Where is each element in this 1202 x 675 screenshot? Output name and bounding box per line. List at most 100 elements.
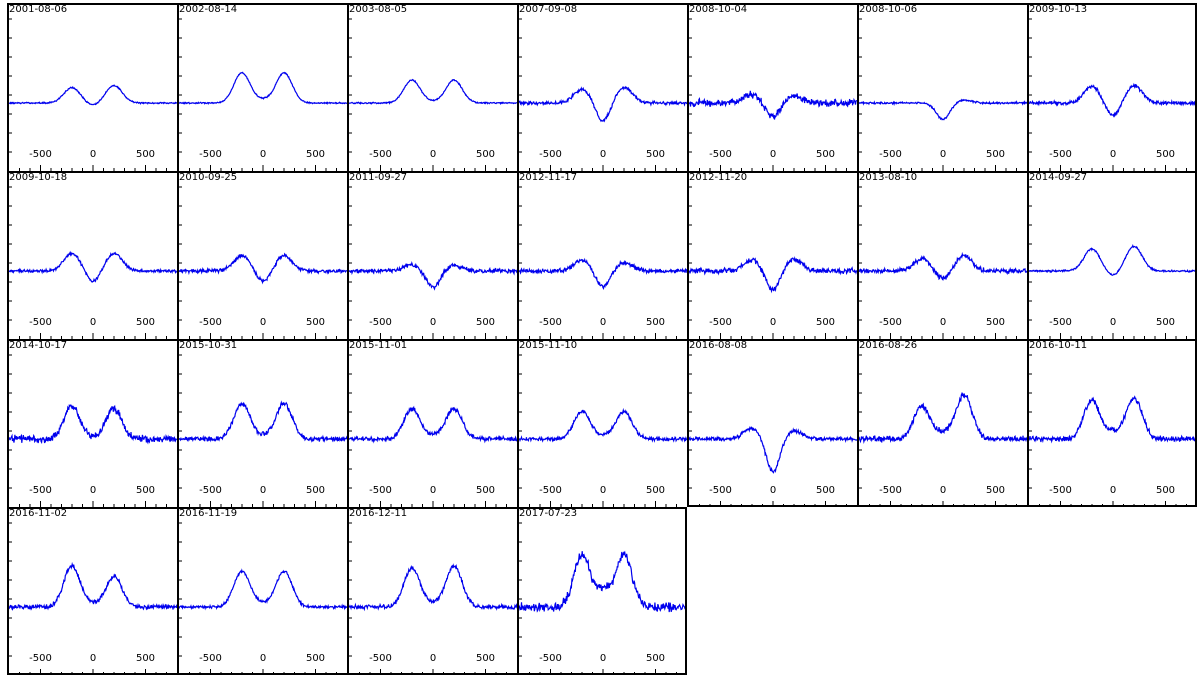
x-tick-label: -500 xyxy=(199,317,222,328)
x-tick-label: 500 xyxy=(306,653,325,664)
x-tick-label: 500 xyxy=(476,149,495,160)
x-tick-label: -500 xyxy=(539,149,562,160)
spectrum-plot: -500 0 500 xyxy=(179,18,347,171)
x-tick-label: 0 xyxy=(1110,485,1116,496)
x-tick-label: 500 xyxy=(986,317,1005,328)
panel-date-label: 2015-11-01 xyxy=(349,340,408,351)
x-tick-label: -500 xyxy=(1049,317,1072,328)
x-tick-label: 0 xyxy=(90,653,96,664)
panel-date-label: 2009-10-13 xyxy=(1029,4,1088,15)
spectrum-panel: -500 0 500 2013-08-10 xyxy=(857,171,1027,339)
x-tick-label: -500 xyxy=(709,485,732,496)
spectrum-line xyxy=(1029,82,1195,118)
x-tick-label: -500 xyxy=(879,485,902,496)
x-tick-label: 0 xyxy=(940,485,946,496)
x-tick-label: 500 xyxy=(1156,149,1175,160)
spectrum-plot: -500 0 500 xyxy=(349,18,517,171)
spectrum-plot: -500 0 500 xyxy=(519,186,687,339)
x-tick-label: 0 xyxy=(430,149,436,160)
spectrum-line xyxy=(1029,243,1195,276)
spectrum-panel: -500 0 500 2016-11-02 xyxy=(7,507,177,675)
spectrum-line xyxy=(519,85,687,123)
spectrum-plot: -500 0 500 xyxy=(1029,354,1195,505)
spectrum-line xyxy=(519,407,687,443)
spectrum-line xyxy=(9,250,177,283)
spectrum-line xyxy=(859,251,1027,281)
x-tick-label: 0 xyxy=(770,317,776,328)
panel-date-label: 2013-08-10 xyxy=(859,172,918,183)
x-tick-label: 0 xyxy=(260,149,266,160)
spectrum-panel: -500 0 500 2009-10-13 xyxy=(1027,3,1197,171)
panel-date-label: 2016-10-11 xyxy=(1029,340,1088,351)
x-tick-label: -500 xyxy=(199,149,222,160)
x-tick-label: -500 xyxy=(369,485,392,496)
panel-date-label: 2012-11-20 xyxy=(689,172,748,183)
x-tick-label: 0 xyxy=(260,317,266,328)
spectrum-panel: -500 0 500 2008-10-04 xyxy=(687,3,857,171)
x-tick-label: -500 xyxy=(199,485,222,496)
panel-date-label: 2009-10-18 xyxy=(9,172,68,183)
spectrum-plot: -500 0 500 xyxy=(1029,18,1195,171)
spectrum-line xyxy=(349,78,517,106)
spectrum-panel: -500 0 500 2015-11-01 xyxy=(347,339,517,507)
panel-date-label: 2016-11-02 xyxy=(9,508,68,519)
spectrum-plot: -500 0 500 xyxy=(1029,186,1195,339)
spectrum-plot: -500 0 500 xyxy=(519,18,687,171)
spectrum-line xyxy=(859,98,1027,121)
spectrum-plot: -500 0 500 xyxy=(349,354,517,507)
spectrum-plot: -500 0 500 xyxy=(9,522,177,673)
panel-date-label: 2002-08-14 xyxy=(179,4,238,15)
x-tick-label: 500 xyxy=(646,485,665,496)
x-tick-label: 500 xyxy=(476,485,495,496)
x-tick-label: 500 xyxy=(646,317,665,328)
spectrum-line xyxy=(9,84,177,106)
spectrum-panel: -500 0 500 2009-10-18 xyxy=(7,171,177,339)
x-tick-label: -500 xyxy=(539,653,562,664)
spectrum-line xyxy=(179,400,347,443)
x-tick-label: 0 xyxy=(430,653,436,664)
x-tick-label: 0 xyxy=(600,317,606,328)
x-tick-label: 0 xyxy=(90,149,96,160)
x-tick-label: -500 xyxy=(199,653,222,664)
spectrum-panel: -500 0 500 2007-09-08 xyxy=(517,3,687,171)
panel-date-label: 2011-09-27 xyxy=(349,172,408,183)
spectrum-line xyxy=(689,90,857,120)
spectrum-panel: -500 0 500 2010-09-25 xyxy=(177,171,347,339)
spectrum-plot: -500 0 500 xyxy=(179,354,347,507)
spectrum-panel: -500 0 500 2014-10-17 xyxy=(7,339,177,507)
x-tick-label: 0 xyxy=(1110,317,1116,328)
x-tick-label: 500 xyxy=(646,149,665,160)
spectrum-plot: -500 0 500 xyxy=(349,186,517,339)
x-tick-label: 0 xyxy=(600,653,606,664)
x-tick-label: -500 xyxy=(709,317,732,328)
spectrum-panel: -500 0 500 2012-11-17 xyxy=(517,171,687,339)
x-tick-label: 0 xyxy=(1110,149,1116,160)
x-tick-label: 500 xyxy=(136,653,155,664)
spectrum-plot: -500 0 500 xyxy=(179,186,347,339)
spectrum-panel: -500 0 500 2002-08-14 xyxy=(177,3,347,171)
panel-date-label: 2001-08-06 xyxy=(9,4,68,15)
x-tick-label: 0 xyxy=(430,317,436,328)
spectrum-plot: -500 0 500 xyxy=(519,354,687,507)
x-tick-label: 500 xyxy=(476,653,495,664)
x-tick-label: -500 xyxy=(29,485,52,496)
spectrum-panel: -500 0 500 2011-09-27 xyxy=(347,171,517,339)
spectrum-panel: -500 0 500 2016-08-26 xyxy=(857,339,1027,507)
x-tick-label: 500 xyxy=(306,149,325,160)
spectrum-line xyxy=(179,252,347,285)
spectrum-line xyxy=(179,71,347,106)
spectrum-line xyxy=(519,257,687,291)
spectrum-line xyxy=(9,561,177,611)
spectrum-panel: -500 0 500 2016-12-11 xyxy=(347,507,517,675)
x-tick-label: -500 xyxy=(369,149,392,160)
spectrum-plot: -500 0 500 xyxy=(689,186,857,339)
spectrum-line xyxy=(689,425,857,474)
x-tick-label: 500 xyxy=(816,317,835,328)
x-tick-label: 500 xyxy=(306,485,325,496)
x-tick-label: -500 xyxy=(369,317,392,328)
x-tick-label: -500 xyxy=(1049,149,1072,160)
panel-date-label: 2008-10-04 xyxy=(689,4,748,15)
spectrum-panel: -500 0 500 2017-07-23 xyxy=(517,507,687,675)
spectrum-plot: -500 0 500 xyxy=(9,354,177,507)
